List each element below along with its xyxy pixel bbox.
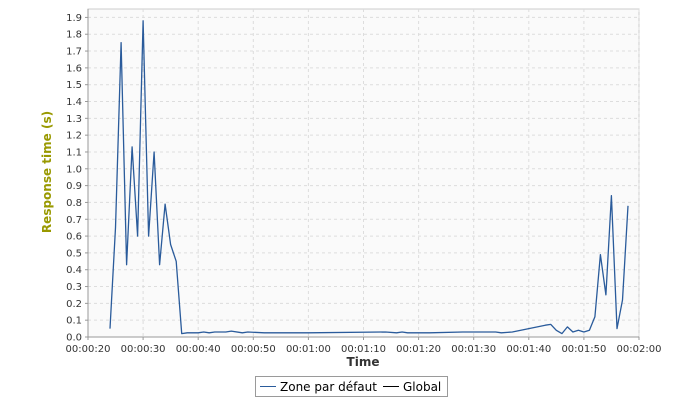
legend-label-global: Global: [402, 379, 442, 394]
legend-label-zone: Zone par défaut: [280, 379, 377, 394]
y-tick-label: 1.6: [66, 63, 82, 74]
x-tick-label: 00:01:20: [396, 344, 441, 355]
y-tick-label: 0.8: [66, 198, 82, 209]
x-tick-label: 00:01:30: [451, 344, 496, 355]
x-axis-title: Time: [347, 355, 380, 369]
y-tick-label: 1.3: [66, 114, 82, 125]
y-tick-label: 1.7: [66, 47, 82, 58]
y-tick-label: 1.9: [66, 13, 82, 24]
y-axis-ticks: 0.0 0.1 0.2 0.3 0.4 0.5 0.6 0.7 0.8 0.9 1.0 1.1 1.2 1…: [66, 13, 88, 344]
x-tick-label: 00:00:50: [231, 344, 276, 355]
y-tick-label: 0.6: [66, 232, 82, 243]
y-tick-label: 1.0: [66, 164, 82, 175]
y-tick-label: 1.1: [66, 147, 82, 158]
y-tick-label: 1.4: [66, 97, 82, 108]
x-tick-label: 00:00:40: [176, 344, 221, 355]
series-line-0: [109, 20, 629, 335]
y-tick-label: 0.9: [66, 181, 82, 192]
x-tick-label: 00:00:30: [121, 344, 166, 355]
y-tick-label: 0.2: [66, 299, 82, 310]
legend-swatch-zone: [260, 386, 276, 387]
x-tick-label: 00:01:10: [341, 344, 386, 355]
x-tick-label: 00:01:40: [506, 344, 551, 355]
x-tick-label: 00:02:00: [617, 344, 662, 355]
y-tick-label: 0.4: [66, 265, 82, 276]
y-tick-label: 0.7: [66, 215, 82, 226]
y-tick-label: 0.0: [66, 333, 82, 344]
y-axis-title: Response time (s): [40, 111, 54, 233]
y-tick-label: 0.3: [66, 282, 82, 293]
legend-item-zone: Zone par défaut: [260, 380, 377, 394]
x-tick-label: 00:00:20: [66, 344, 111, 355]
legend-item-global: Global: [382, 379, 442, 394]
y-tick-label: 0.1: [66, 316, 82, 327]
legend-swatch-global: [382, 386, 399, 387]
legend: Zone par défaut Global: [255, 376, 449, 397]
x-axis-ticks: 00:00:20 00:00:30 00:00:40 00:00:50 00:01:00…: [66, 337, 662, 355]
y-tick-label: 1.5: [66, 80, 82, 91]
x-tick-label: 00:01:50: [561, 344, 606, 355]
y-tick-label: 1.2: [66, 131, 82, 142]
x-tick-label: 00:01:00: [286, 344, 331, 355]
y-tick-label: 0.5: [66, 248, 82, 259]
y-tick-label: 1.8: [66, 30, 82, 41]
series-layer: [109, 20, 629, 335]
